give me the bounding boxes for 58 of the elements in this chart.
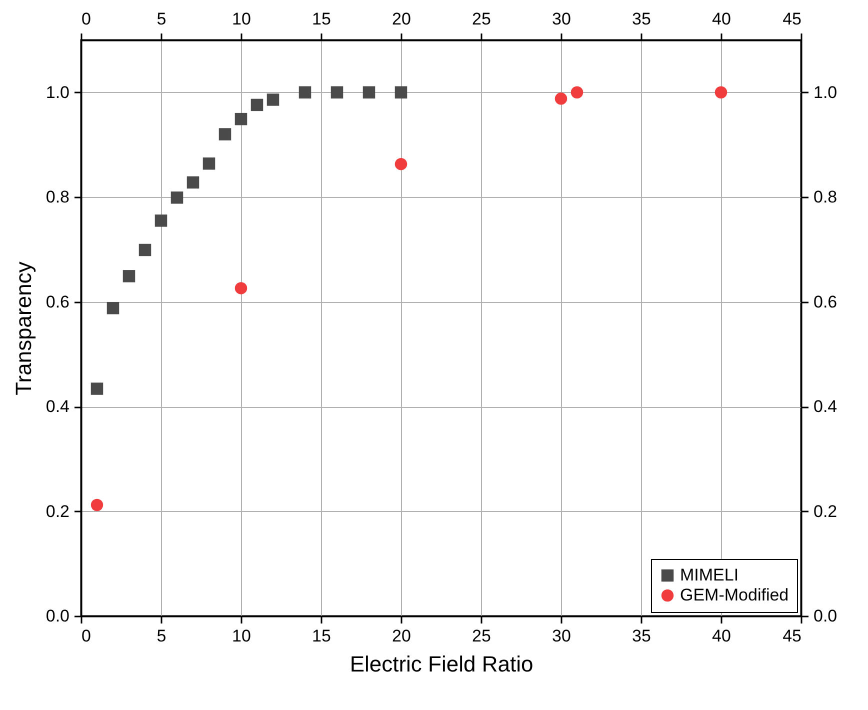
x-tick-label: 45 [782,626,802,646]
y-tick-label: 0.4 [46,397,70,416]
y2-tick-label: 0.0 [814,606,838,626]
x-tick-label: 5 [156,626,166,646]
point [218,128,232,140]
point [714,86,728,98]
x-tick-label: 30 [552,626,571,646]
x-tick-label: 40 [712,626,731,646]
point [138,244,152,256]
point [170,191,184,204]
point [154,214,168,227]
x-tick-label: 0 [82,626,91,646]
point [122,270,136,282]
x-axis-title: Electric Field Ratio [350,652,534,676]
point [234,282,248,294]
point [106,302,120,314]
point [202,157,216,170]
x-tick-label: 15 [312,626,331,646]
x2-tick-label: 0 [82,10,91,28]
legend-label: GEM-Modified [680,586,789,604]
legend-label: MIMELI [680,566,739,584]
x-tick-label: 25 [472,626,491,646]
point [394,86,408,98]
y2-tick-label: 0.8 [814,188,838,207]
x2-tick-label: 20 [392,10,411,28]
x2-tick-label: 30 [552,10,571,28]
y2-tick-label: 0.6 [814,292,838,312]
point [234,112,248,126]
y2-tick-label: 0.2 [814,502,838,521]
point [186,176,200,189]
x2-tick-label: 40 [712,10,731,28]
point [298,86,312,98]
y-tick-label: 0.8 [46,188,70,207]
point [90,498,104,512]
y-axis-title: Transparency [10,262,36,396]
x2-tick-label: 15 [312,10,331,28]
point [266,94,280,106]
y-tick-label: 0.0 [46,606,70,626]
x2-tick-label: 45 [782,10,802,28]
x2-tick-label: 35 [632,10,651,28]
point [90,382,104,395]
y-tick-label: 0.2 [46,502,70,521]
point [250,98,264,112]
point [570,86,584,98]
x2-tick-label: 10 [232,10,251,28]
x2-tick-label: 5 [156,10,166,28]
y2-tick-label: 0.4 [814,397,838,416]
point [330,86,344,98]
point [554,92,568,105]
point [362,86,376,98]
x2-tick-label: 25 [472,10,491,28]
y-tick-label: 1.0 [46,82,70,102]
x-tick-label: 35 [632,626,651,646]
x-tick-label: 10 [232,626,251,646]
y-tick-label: 0.6 [46,292,70,312]
point [394,158,408,170]
x-tick-label: 20 [392,626,411,646]
y2-tick-label: 1.0 [814,82,838,102]
